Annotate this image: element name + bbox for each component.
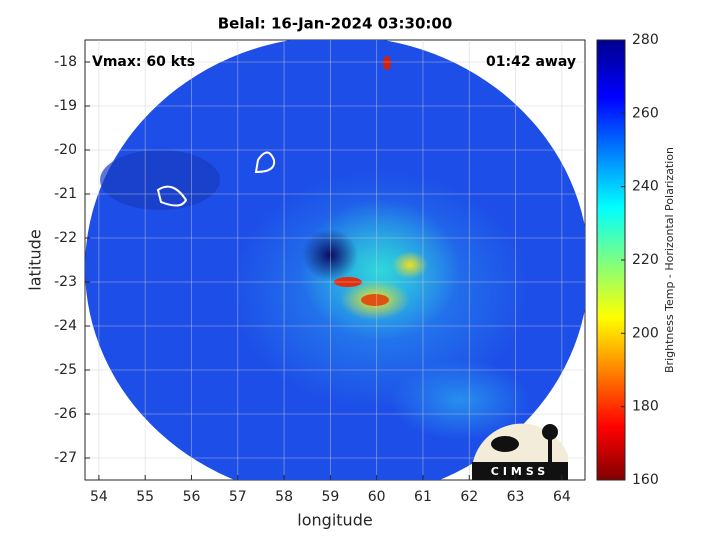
colorbar-tick-label: 280 xyxy=(632,32,659,48)
x-tick-label: 56 xyxy=(183,489,201,505)
x-tick-label: 54 xyxy=(90,489,108,505)
y-tick-label: -19 xyxy=(54,98,77,114)
colorbar-tick-label: 180 xyxy=(632,399,659,415)
colorbar xyxy=(596,39,626,481)
x-tick-label: 63 xyxy=(507,489,525,505)
y-tick-label: -26 xyxy=(54,406,77,422)
y-tick-label: -23 xyxy=(54,274,77,290)
y-tick-label: -25 xyxy=(54,362,77,378)
y-tick-label: -21 xyxy=(54,186,77,202)
x-tick-label: 58 xyxy=(275,489,293,505)
x-tick-label: 60 xyxy=(368,489,386,505)
x-tick-label: 64 xyxy=(553,489,571,505)
y-tick-label: -24 xyxy=(54,318,77,334)
y-tick-label: -20 xyxy=(54,142,77,158)
chart-title: Belal: 16-Jan-2024 03:30:00 xyxy=(218,15,453,33)
x-tick-label: 59 xyxy=(321,489,339,505)
colorbar-tick-label: 160 xyxy=(632,472,659,488)
y-axis-label: latitude xyxy=(26,229,45,290)
colorbar-tick-label: 220 xyxy=(632,252,659,268)
x-tick-label: 57 xyxy=(229,489,247,505)
colorbar-tick-label: 200 xyxy=(632,325,659,341)
annotation: Vmax: 60 kts xyxy=(92,54,195,70)
logo-text: CIMSS xyxy=(491,465,549,478)
logo: CIMSS xyxy=(471,423,568,480)
y-tick-label: -18 xyxy=(54,54,77,70)
grid xyxy=(85,40,585,480)
x-tick-label: 61 xyxy=(414,489,432,505)
colorbar-tick-label: 260 xyxy=(632,105,659,121)
annotation: 01:42 away xyxy=(486,54,576,70)
y-tick-label: -27 xyxy=(54,450,77,466)
colorbar-label: Brightness Temp - Horizontal Polarizatio… xyxy=(663,147,676,373)
x-axis-label: longitude xyxy=(297,511,372,530)
y-tick-label: -22 xyxy=(54,230,77,246)
colorbar-tick-label: 240 xyxy=(632,179,659,195)
x-tick-label: 55 xyxy=(136,489,154,505)
x-tick-label: 62 xyxy=(460,489,478,505)
